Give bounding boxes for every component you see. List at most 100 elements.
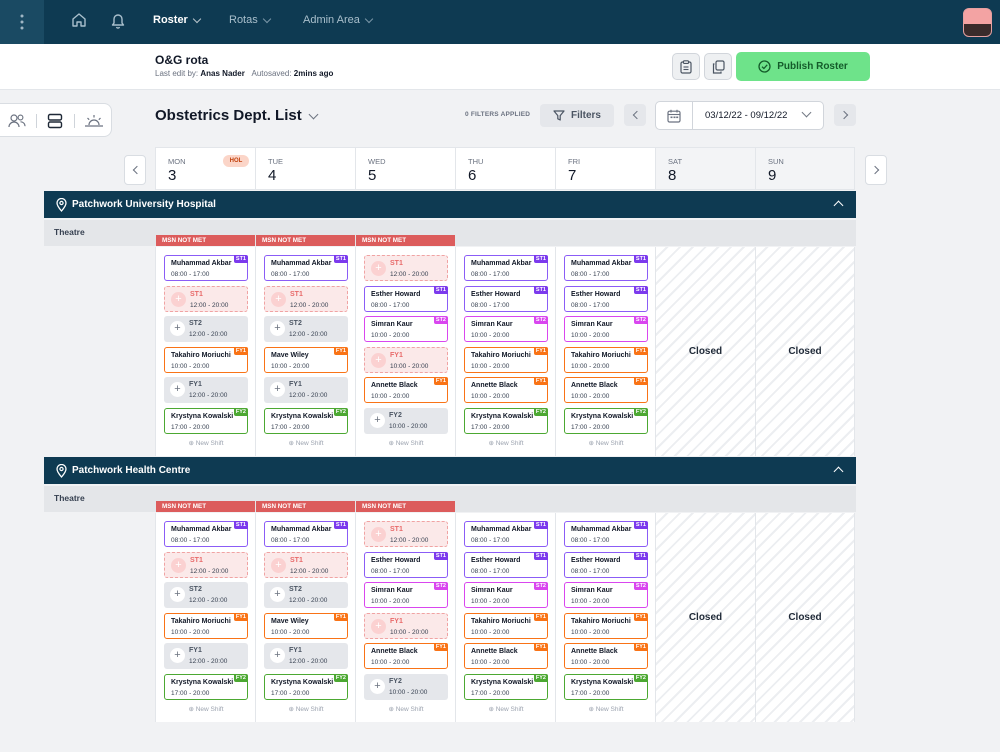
add-shift-icon[interactable]: +: [371, 527, 386, 542]
shift-card[interactable]: Esther Howard 08:00 - 17:00 ST1: [464, 285, 548, 312]
add-shift-icon[interactable]: +: [371, 352, 386, 368]
unfilled-shift-card[interactable]: + ST2 12:00 - 20:00: [164, 582, 248, 608]
unfilled-shift-card[interactable]: + FY1 12:00 - 20:00: [164, 643, 248, 669]
unfilled-shift-card[interactable]: + ST1 12:00 - 20:00: [264, 285, 348, 312]
shift-card[interactable]: Muhammad Akbar 08:00 - 17:00 ST1: [164, 255, 248, 281]
add-shift-icon[interactable]: +: [371, 261, 386, 276]
new-shift-button[interactable]: ⊕ New Shift: [356, 439, 456, 447]
shift-card[interactable]: Takahiro Moriuchi 10:00 - 20:00 FY1: [164, 346, 248, 373]
shift-card[interactable]: Simran Kaur 10:00 - 20:00 ST2: [364, 582, 448, 608]
shift-card[interactable]: Mave Wiley 10:00 - 20:00 FY1: [264, 612, 348, 639]
add-shift-icon[interactable]: +: [271, 291, 286, 307]
shift-card[interactable]: Annette Black 10:00 - 20:00 FY1: [464, 377, 548, 403]
shift-card[interactable]: Krystyna Kowalski 17:00 - 20:00 FY2: [564, 673, 648, 700]
sunrise-view-icon[interactable]: [84, 113, 104, 134]
add-shift-icon[interactable]: +: [270, 587, 285, 602]
shift-card[interactable]: Annette Black 10:00 - 20:00 FY1: [564, 643, 648, 669]
date-range-picker[interactable]: 03/12/22 - 09/12/22: [655, 101, 824, 130]
clipboard-button[interactable]: [672, 53, 700, 80]
new-shift-button[interactable]: ⊕ New Shift: [456, 705, 556, 713]
shift-card[interactable]: Esther Howard 08:00 - 17:00 ST1: [364, 285, 448, 312]
shift-card[interactable]: Simran Kaur 10:00 - 20:00 ST2: [564, 582, 648, 608]
prev-week-button[interactable]: [624, 104, 646, 126]
shift-card[interactable]: Simran Kaur 10:00 - 20:00 ST2: [364, 316, 448, 342]
add-shift-icon[interactable]: +: [270, 382, 285, 397]
shift-card[interactable]: Krystyna Kowalski 17:00 - 20:00 FY2: [464, 673, 548, 700]
shift-card[interactable]: Takahiro Moriuchi 10:00 - 20:00 FY1: [564, 346, 648, 373]
unfilled-shift-card[interactable]: + FY2 10:00 - 20:00: [364, 673, 448, 700]
new-shift-button[interactable]: ⊕ New Shift: [556, 439, 656, 447]
nav-admin-area[interactable]: Admin Area: [303, 14, 374, 26]
list-view-icon[interactable]: [47, 113, 63, 134]
kebab-menu-icon[interactable]: [0, 0, 44, 44]
unfilled-shift-card[interactable]: + FY1 10:00 - 20:00: [364, 346, 448, 373]
add-shift-icon[interactable]: +: [271, 557, 286, 573]
shift-card[interactable]: Krystyna Kowalski 17:00 - 20:00 FY2: [164, 673, 248, 700]
shift-card[interactable]: Takahiro Moriuchi 10:00 - 20:00 FY1: [164, 612, 248, 639]
shift-card[interactable]: Annette Black 10:00 - 20:00 FY1: [364, 643, 448, 669]
shift-card[interactable]: Muhammad Akbar 08:00 - 17:00 ST1: [264, 521, 348, 547]
scroll-left-button[interactable]: [124, 155, 146, 185]
nav-rotas[interactable]: Rotas: [229, 14, 271, 26]
people-view-icon[interactable]: [8, 113, 26, 134]
location-header[interactable]: Patchwork Health Centre: [44, 457, 856, 484]
shift-card[interactable]: Takahiro Moriuchi 10:00 - 20:00 FY1: [564, 612, 648, 639]
unfilled-shift-card[interactable]: + ST2 12:00 - 20:00: [164, 316, 248, 342]
shift-card[interactable]: Simran Kaur 10:00 - 20:00 ST2: [564, 316, 648, 342]
shift-card[interactable]: Simran Kaur 10:00 - 20:00 ST2: [464, 316, 548, 342]
chevron-up-icon[interactable]: [833, 466, 844, 477]
unfilled-shift-card[interactable]: + FY1 12:00 - 20:00: [264, 377, 348, 403]
shift-card[interactable]: Esther Howard 08:00 - 17:00 ST1: [564, 551, 648, 578]
new-shift-button[interactable]: ⊕ New Shift: [556, 705, 656, 713]
unfilled-shift-card[interactable]: + ST2 12:00 - 20:00: [264, 316, 348, 342]
unfilled-shift-card[interactable]: + ST1 12:00 - 20:00: [164, 551, 248, 578]
chevron-up-icon[interactable]: [833, 200, 844, 211]
shift-card[interactable]: Krystyna Kowalski 17:00 - 20:00 FY2: [264, 673, 348, 700]
unfilled-shift-card[interactable]: + FY1 12:00 - 20:00: [264, 643, 348, 669]
shift-card[interactable]: Krystyna Kowalski 17:00 - 20:00 FY2: [464, 407, 548, 434]
unfilled-shift-card[interactable]: + ST1 12:00 - 20:00: [364, 255, 448, 281]
next-week-button[interactable]: [834, 104, 856, 126]
unfilled-shift-card[interactable]: + ST1 12:00 - 20:00: [164, 285, 248, 312]
add-shift-icon[interactable]: +: [270, 648, 285, 663]
shift-card[interactable]: Esther Howard 08:00 - 17:00 ST1: [364, 551, 448, 578]
add-shift-icon[interactable]: +: [170, 648, 185, 663]
home-icon[interactable]: [71, 12, 87, 33]
add-shift-icon[interactable]: +: [170, 587, 185, 602]
filters-button[interactable]: Filters: [540, 104, 614, 127]
new-shift-button[interactable]: ⊕ New Shift: [256, 439, 356, 447]
shift-card[interactable]: Krystyna Kowalski 17:00 - 20:00 FY2: [164, 407, 248, 434]
shift-card[interactable]: Takahiro Moriuchi 10:00 - 20:00 FY1: [464, 612, 548, 639]
shift-card[interactable]: Mave Wiley 10:00 - 20:00 FY1: [264, 346, 348, 373]
location-header[interactable]: Patchwork University Hospital: [44, 191, 856, 218]
department-list-select[interactable]: Obstetrics Dept. List: [155, 107, 319, 124]
shift-card[interactable]: Krystyna Kowalski 17:00 - 20:00 FY2: [564, 407, 648, 434]
shift-card[interactable]: Esther Howard 08:00 - 17:00 ST1: [464, 551, 548, 578]
add-shift-icon[interactable]: +: [170, 321, 185, 336]
scroll-right-button[interactable]: [865, 155, 887, 185]
add-shift-icon[interactable]: +: [270, 321, 285, 336]
shift-card[interactable]: Muhammad Akbar 08:00 - 17:00 ST1: [564, 255, 648, 281]
shift-card[interactable]: Muhammad Akbar 08:00 - 17:00 ST1: [464, 255, 548, 281]
nav-roster[interactable]: Roster: [153, 14, 202, 26]
shift-card[interactable]: Simran Kaur 10:00 - 20:00 ST2: [464, 582, 548, 608]
unfilled-shift-card[interactable]: + ST1 12:00 - 20:00: [264, 551, 348, 578]
new-shift-button[interactable]: ⊕ New Shift: [156, 439, 256, 447]
shift-card[interactable]: Annette Black 10:00 - 20:00 FY1: [464, 643, 548, 669]
copy-button[interactable]: [704, 53, 732, 80]
add-shift-icon[interactable]: +: [370, 412, 385, 428]
add-shift-icon[interactable]: +: [170, 382, 185, 397]
add-shift-icon[interactable]: +: [370, 678, 385, 694]
shift-card[interactable]: Muhammad Akbar 08:00 - 17:00 ST1: [164, 521, 248, 547]
add-shift-icon[interactable]: +: [171, 291, 186, 307]
bell-icon[interactable]: [110, 12, 126, 34]
add-shift-icon[interactable]: +: [371, 618, 386, 634]
avatar[interactable]: [963, 8, 992, 37]
unfilled-shift-card[interactable]: + ST1 12:00 - 20:00: [364, 521, 448, 547]
shift-card[interactable]: Annette Black 10:00 - 20:00 FY1: [564, 377, 648, 403]
unfilled-shift-card[interactable]: + FY1 10:00 - 20:00: [364, 612, 448, 639]
publish-roster-button[interactable]: Publish Roster: [736, 52, 870, 81]
new-shift-button[interactable]: ⊕ New Shift: [256, 705, 356, 713]
unfilled-shift-card[interactable]: + FY2 10:00 - 20:00: [364, 407, 448, 434]
shift-card[interactable]: Krystyna Kowalski 17:00 - 20:00 FY2: [264, 407, 348, 434]
